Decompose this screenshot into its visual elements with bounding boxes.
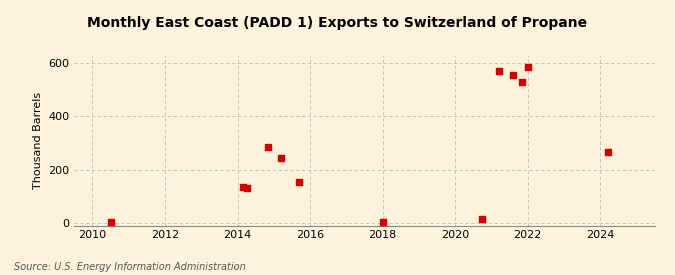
Point bbox=[275, 155, 286, 160]
Point bbox=[477, 217, 488, 221]
Point bbox=[377, 220, 388, 224]
Point bbox=[508, 73, 518, 77]
Point bbox=[294, 179, 304, 184]
Point bbox=[241, 186, 252, 190]
Y-axis label: Thousand Barrels: Thousand Barrels bbox=[32, 92, 43, 189]
Text: Source: U.S. Energy Information Administration: Source: U.S. Energy Information Administ… bbox=[14, 262, 245, 272]
Point bbox=[517, 79, 528, 84]
Text: Monthly East Coast (PADD 1) Exports to Switzerland of Propane: Monthly East Coast (PADD 1) Exports to S… bbox=[88, 16, 587, 31]
Point bbox=[602, 150, 613, 155]
Point bbox=[105, 220, 116, 224]
Point bbox=[263, 145, 274, 149]
Point bbox=[238, 185, 248, 189]
Point bbox=[522, 65, 533, 69]
Point bbox=[493, 69, 504, 73]
